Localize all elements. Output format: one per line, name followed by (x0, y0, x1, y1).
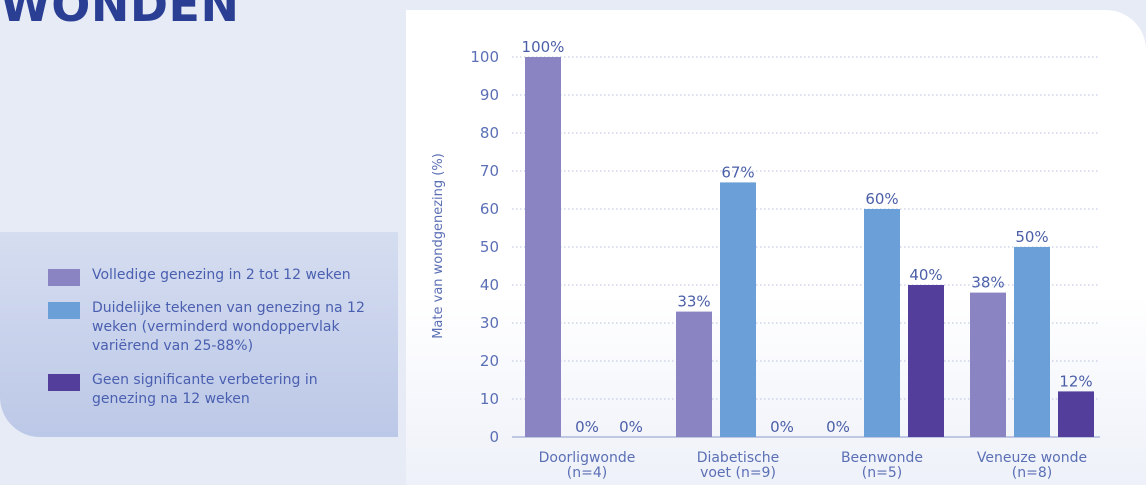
y-tick-label: 20 (480, 352, 499, 370)
data-label: 0% (575, 418, 599, 436)
bar-beenwonde-series-2 (864, 209, 900, 437)
y-tick-label: 30 (480, 314, 499, 332)
y-axis-label: Mate van wondgenezing (%) (431, 153, 446, 339)
data-label: 12% (1059, 372, 1092, 390)
y-tick-label: 100 (470, 48, 499, 66)
y-axis-ticks: 0 10 20 30 40 50 60 70 80 90 100 (470, 48, 499, 446)
y-tick-label: 60 (480, 200, 499, 218)
legend-item-complete-healing: Volledige genezing in 2 tot 12 weken (48, 266, 367, 286)
bar-veneuze-wonde-series-3 (1058, 391, 1094, 437)
data-label: 0% (826, 418, 850, 436)
y-tick-label: 90 (480, 86, 499, 104)
grid-lines (512, 56, 1100, 400)
bar-doorligwonde-series-1 (525, 57, 561, 437)
data-label: 40% (909, 266, 942, 284)
page-heading: WONDEN (0, 0, 240, 32)
y-tick-label: 40 (480, 276, 499, 294)
bar-veneuze-wonde-series-2 (1014, 247, 1050, 437)
data-label: 0% (619, 418, 643, 436)
legend-label-complete-healing: Volledige genezing in 2 tot 12 weken (92, 267, 351, 283)
legend-item-clear-signs: Duidelijke tekenen van genezing na 12 we… (48, 299, 367, 356)
x-category-label: Doorligwonde (539, 450, 636, 466)
bars (525, 57, 1094, 437)
legend-label-clear-signs: Duidelijke tekenen van genezing na 12 we… (92, 300, 365, 354)
y-tick-label: 50 (480, 238, 499, 256)
bar-beenwonde-series-3 (908, 285, 944, 437)
legend-swatch-no-improvement (48, 374, 80, 391)
x-category-label: (n=4) (567, 465, 607, 481)
y-tick-label: 0 (489, 428, 499, 446)
data-label: 38% (971, 274, 1004, 292)
bar-diabetische-series-2 (720, 182, 756, 437)
y-tick-label: 70 (480, 162, 499, 180)
legend-item-no-improvement: Geen significante verbetering in genezin… (48, 371, 367, 409)
legend-panel: Volledige genezing in 2 tot 12 weken Dui… (0, 232, 398, 437)
bar-diabetische-series-1 (676, 311, 712, 437)
data-label: 100% (522, 38, 565, 56)
data-label: 50% (1015, 228, 1048, 246)
y-tick-label: 10 (480, 390, 499, 408)
x-category-label: Diabetische (697, 450, 780, 466)
x-category-label: (n=8) (1012, 465, 1052, 481)
legend-label-no-improvement: Geen significante verbetering in genezin… (92, 372, 318, 407)
x-category-label: (n=5) (862, 465, 902, 481)
y-tick-label: 80 (480, 124, 499, 142)
x-category-label: Beenwonde (841, 450, 923, 466)
data-label: 33% (677, 293, 710, 311)
bar-veneuze-wonde-series-1 (970, 292, 1006, 437)
data-label: 67% (721, 163, 754, 181)
legend-swatch-clear-signs (48, 302, 80, 319)
legend-swatch-complete-healing (48, 269, 80, 286)
data-label: 0% (770, 418, 794, 436)
x-category-label: voet (n=9) (700, 465, 776, 481)
data-labels: 100% 0% 0% 33% 67% 0% 0% 60% 40% 38% 50% 12% (522, 38, 1093, 436)
x-category-label: Veneuze wonde (977, 450, 1087, 466)
data-label: 60% (865, 190, 898, 208)
